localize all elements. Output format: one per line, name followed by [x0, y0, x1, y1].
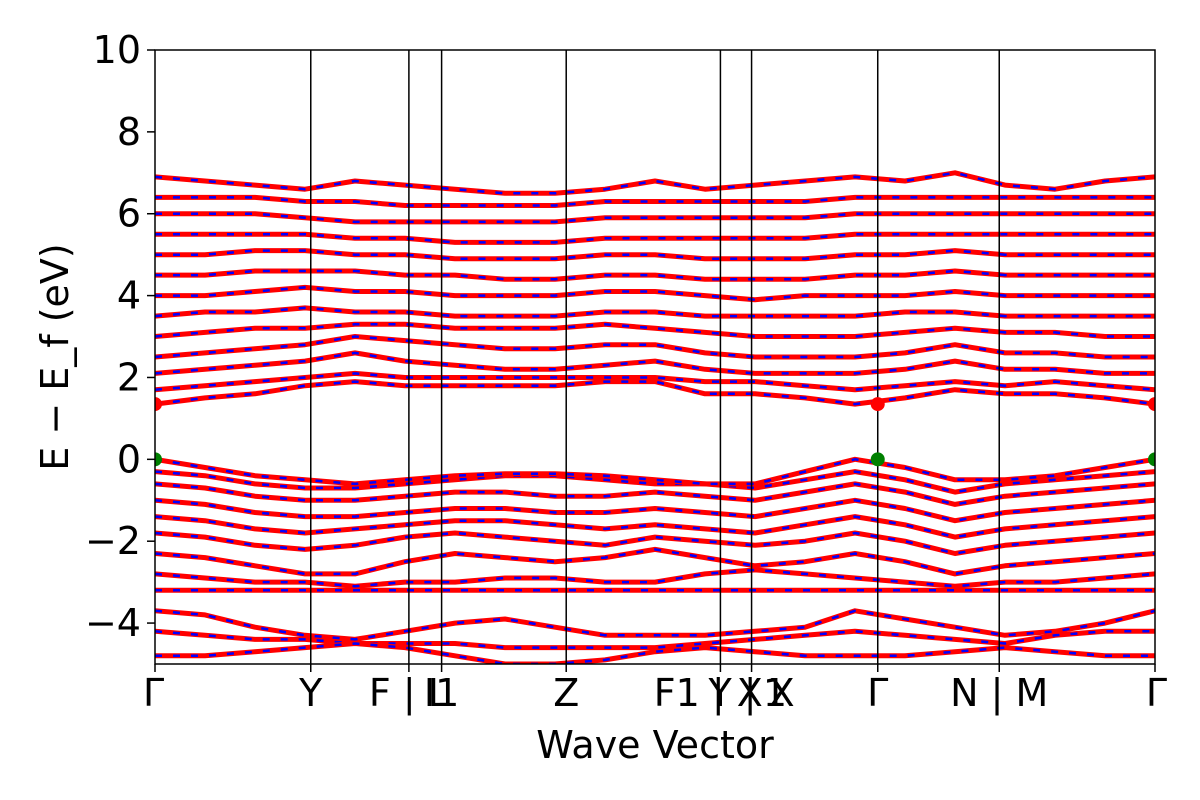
band-5-spin-up — [155, 546, 1155, 577]
band-6-spin-down — [155, 531, 1155, 555]
bands-group — [155, 170, 1155, 664]
kpoint-label: Γ — [1146, 671, 1167, 715]
y-tick-label: −2 — [85, 519, 141, 563]
band-23-spin-down — [155, 196, 1155, 207]
kpoint-label: Y | X — [707, 671, 794, 716]
band-15-spin-up — [155, 334, 1155, 360]
cbm-marker — [1148, 397, 1155, 412]
y-axis-label: E − E_f (eV) — [33, 243, 77, 471]
y-tick-label: 0 — [117, 437, 141, 481]
y-axis-ticks: 10 8 6 4 2 0 −2 −4 — [85, 28, 155, 645]
band-15-spin-down — [155, 335, 1155, 359]
kpoint-label: Γ — [867, 671, 888, 715]
band-11-spin-up — [155, 456, 1155, 487]
band-8-spin-down — [155, 499, 1155, 522]
band-2-spin-down — [155, 642, 1155, 664]
band-9-spin-down — [155, 482, 1155, 506]
band-4-spin-down — [155, 568, 1155, 588]
kpoint-label: Y — [298, 671, 323, 715]
band-5-spin-down — [155, 548, 1155, 576]
band-18-spin-up — [155, 284, 1155, 303]
band-17-spin-down — [155, 306, 1155, 318]
band-19-spin-down — [155, 269, 1155, 281]
y-tick-label: 4 — [117, 274, 141, 318]
y-tick-label: 8 — [117, 110, 141, 154]
band-22-spin-down — [155, 212, 1155, 224]
band-10-spin-down — [155, 470, 1155, 494]
kpoint-label: N | M — [950, 671, 1048, 716]
band-12-spin-down — [155, 380, 1155, 406]
kpoint-label: F1 | X1 — [654, 671, 787, 716]
y-tick-label: 6 — [117, 192, 141, 236]
band-edge-markers — [155, 397, 1155, 467]
band-7-spin-up — [155, 514, 1155, 540]
band-1-spin-down — [155, 630, 1155, 649]
x-axis-label: Wave Vector — [536, 723, 774, 767]
x-axis-kpoint-labels: Γ Y F | LI1 Z F1 | X1Y | X Γ N | M Γ — [143, 664, 1167, 716]
band-18-spin-down — [155, 286, 1155, 301]
y-tick-label: −4 — [85, 601, 141, 645]
band-14-spin-down — [155, 351, 1155, 375]
band-24-spin-down — [155, 171, 1155, 195]
cbm-marker — [155, 397, 162, 412]
kpoint-label: F | L — [369, 671, 449, 716]
band-20-spin-down — [155, 249, 1155, 261]
band-11-spin-down — [155, 458, 1155, 486]
kpoint-label: Z — [553, 671, 579, 715]
y-tick-label: 10 — [93, 28, 141, 72]
vbm-marker — [870, 452, 885, 467]
band-7-spin-down — [155, 515, 1155, 539]
kpath-lines — [310, 50, 1000, 664]
cbm-marker — [870, 397, 885, 412]
kpoint-label: Γ — [143, 671, 164, 715]
band-21-spin-down — [155, 232, 1155, 244]
vbm-marker — [1148, 452, 1155, 467]
band-16-spin-up — [155, 321, 1155, 339]
kpoint-label: I1 — [424, 671, 459, 715]
vbm-marker — [155, 452, 162, 467]
band-14-spin-up — [155, 350, 1155, 376]
band-13-spin-down — [155, 372, 1155, 391]
plot-frame — [154, 49, 1156, 665]
band-0-spin-down — [155, 609, 1155, 641]
y-tick-label: 2 — [117, 355, 141, 399]
band-16-spin-down — [155, 323, 1155, 338]
